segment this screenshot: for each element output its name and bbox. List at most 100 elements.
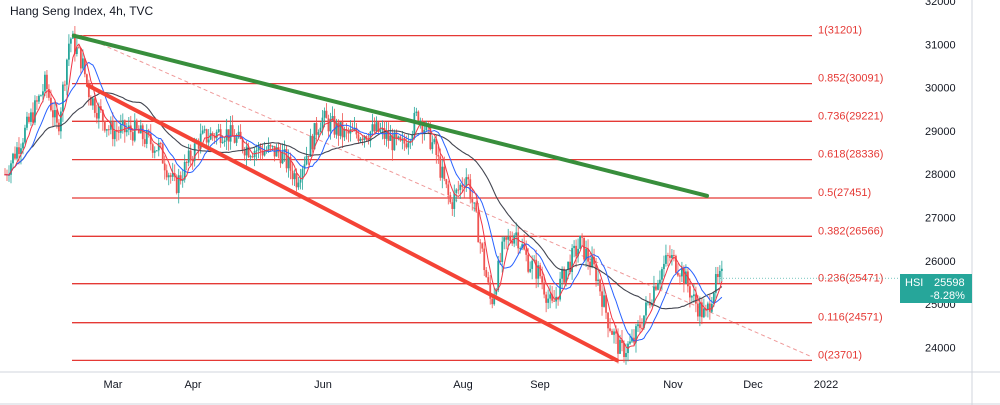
candle-body bbox=[687, 271, 689, 287]
candle-body bbox=[587, 248, 589, 262]
candle-body bbox=[457, 189, 460, 191]
ma-fast-line bbox=[4, 61, 723, 342]
candle-body bbox=[189, 150, 192, 161]
candle-body bbox=[131, 132, 134, 141]
candle-body bbox=[247, 146, 250, 158]
candle-body bbox=[349, 129, 352, 134]
candle-body bbox=[519, 248, 522, 250]
candle-body bbox=[161, 144, 164, 164]
candle-body bbox=[391, 135, 394, 151]
candle-body bbox=[119, 124, 122, 133]
candle-body bbox=[221, 142, 224, 144]
candle-body bbox=[60, 111, 62, 132]
candle-body bbox=[157, 142, 160, 151]
candle-body bbox=[595, 264, 597, 281]
candle-body bbox=[409, 140, 412, 143]
candle-body bbox=[351, 129, 354, 131]
candle-body bbox=[397, 136, 400, 139]
candle-body bbox=[331, 116, 334, 120]
candle-body bbox=[531, 260, 534, 269]
candle-body bbox=[249, 156, 252, 158]
candle-body bbox=[20, 148, 22, 155]
candle-body bbox=[451, 202, 454, 209]
candle-body bbox=[333, 116, 336, 135]
candle-body bbox=[541, 276, 544, 283]
candle-body bbox=[117, 131, 120, 133]
candle-body bbox=[207, 139, 210, 143]
candle-body bbox=[407, 142, 410, 148]
candle-body bbox=[151, 144, 154, 153]
y-tick-label: 32000 bbox=[925, 0, 956, 8]
candle-body bbox=[641, 327, 643, 329]
fib-level-label: 0.618(28336) bbox=[818, 149, 883, 161]
candle-body bbox=[187, 150, 190, 163]
candle-body bbox=[14, 153, 16, 159]
candle-body bbox=[301, 169, 304, 180]
candle-body bbox=[93, 98, 96, 113]
candle-body bbox=[581, 235, 583, 238]
candle-body bbox=[569, 261, 571, 273]
candle-body bbox=[603, 295, 605, 307]
candle-body bbox=[325, 110, 328, 119]
candle-body bbox=[135, 120, 138, 129]
candle-body bbox=[718, 271, 721, 278]
candle-body bbox=[489, 282, 492, 299]
candle-body bbox=[545, 294, 548, 303]
candle-body bbox=[377, 122, 380, 132]
candle-body bbox=[433, 139, 436, 143]
candle-body bbox=[363, 136, 366, 141]
candle-body bbox=[261, 150, 264, 156]
candle-body bbox=[217, 129, 220, 132]
y-tick-label: 24000 bbox=[925, 342, 956, 354]
candle-body bbox=[113, 130, 116, 140]
candle-body bbox=[281, 151, 284, 164]
candle-body bbox=[369, 131, 372, 141]
candle-body bbox=[181, 179, 184, 182]
candle-body bbox=[79, 47, 82, 69]
candle-body bbox=[193, 143, 196, 161]
candle-body bbox=[287, 156, 290, 169]
candle-body bbox=[495, 290, 498, 295]
ma-slow-line bbox=[4, 91, 723, 310]
candle-body bbox=[75, 47, 78, 55]
candle-body bbox=[671, 255, 673, 258]
candle-body bbox=[167, 175, 170, 178]
candle-body bbox=[109, 122, 112, 130]
candle-body bbox=[381, 128, 384, 130]
candle-body bbox=[549, 294, 552, 299]
candle-body bbox=[343, 129, 346, 138]
candle-body bbox=[297, 182, 300, 188]
candle-body bbox=[507, 236, 510, 240]
candle-body bbox=[289, 156, 292, 171]
candle-body bbox=[95, 112, 98, 119]
candle-body bbox=[12, 153, 14, 164]
candle-body bbox=[511, 241, 514, 244]
candle-body bbox=[475, 202, 478, 212]
candle-body bbox=[675, 255, 677, 273]
candle-body bbox=[347, 130, 350, 134]
candle-body bbox=[635, 326, 637, 343]
y-tick-label: 31000 bbox=[925, 39, 956, 51]
candle-body bbox=[625, 353, 627, 358]
candle-body bbox=[373, 124, 376, 132]
candle-body bbox=[169, 175, 172, 177]
candle-body bbox=[615, 331, 617, 334]
candle-body bbox=[501, 241, 504, 262]
candle-body bbox=[215, 131, 218, 139]
fib-level-label: 1(31201) bbox=[818, 25, 862, 37]
y-tick-label: 27000 bbox=[925, 213, 956, 225]
candle-body bbox=[565, 269, 567, 283]
candle-body bbox=[571, 248, 573, 273]
candle-body bbox=[295, 173, 298, 188]
chart-title: Hang Seng Index, 4h, TVC bbox=[10, 4, 154, 18]
candle-body bbox=[708, 303, 711, 312]
candle-body bbox=[62, 84, 64, 112]
candle-body bbox=[692, 294, 695, 297]
candle-body bbox=[101, 110, 104, 122]
candle-body bbox=[48, 88, 50, 98]
candle-body bbox=[73, 33, 76, 55]
candle-body bbox=[153, 150, 156, 153]
candle-body bbox=[137, 128, 140, 134]
candle-body bbox=[319, 127, 322, 133]
